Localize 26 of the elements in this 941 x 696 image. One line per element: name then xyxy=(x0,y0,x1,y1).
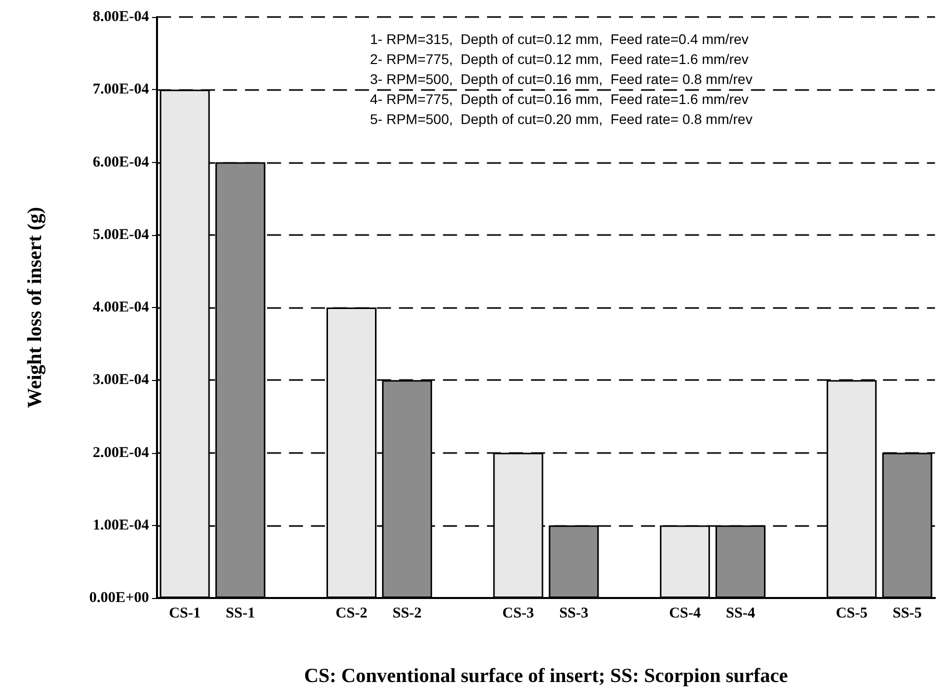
x-tick-label: SS-4 xyxy=(726,606,756,622)
x-tick-label: CS-1 xyxy=(168,606,201,622)
y-tick-label: 5.00E-04 xyxy=(92,226,150,243)
y-tick-label: 1.00E-04 xyxy=(92,517,150,534)
x-tick-label: CS-3 xyxy=(502,606,534,622)
y-axis-title: Weight loss of insert (g) xyxy=(24,206,46,408)
y-tick-label: 4.00E-04 xyxy=(92,300,150,316)
x-tick-label: CS-5 xyxy=(836,606,868,622)
y-tick-label: 0.00E+00 xyxy=(89,590,149,606)
x-tick-label: SS-3 xyxy=(559,606,588,622)
annotation: 3- RPM=500, Depth of cut=0.16 mm, Feed rate= 0.8 mm/rev xyxy=(370,71,752,87)
x-tick-label: SS-1 xyxy=(226,606,255,622)
annotation: 2- RPM=775, Depth of cut=0.12 mm, Feed rate=1.6 mm/rev xyxy=(370,51,749,67)
annotation: 4- RPM=775, Depth of cut=0.16 mm, Feed rate=1.6 mm/rev xyxy=(370,91,749,107)
x-axis-title: CS: Conventional surface of insert; SS: Scorpion surface xyxy=(304,665,788,687)
x-tick-label: CS-4 xyxy=(669,606,702,622)
y-tick-label: 7.00E-04 xyxy=(92,82,150,98)
x-tick-label: SS-2 xyxy=(392,606,422,622)
y-tick-label: 2.00E-04 xyxy=(92,444,150,461)
annotation: 5- RPM=500, Depth of cut=0.20 mm, Feed rate= 0.8 mm/rev xyxy=(370,111,752,127)
annotation: 1- RPM=315, Depth of cut=0.12 mm, Feed rate=0.4 mm/rev xyxy=(370,31,749,47)
x-tick-label: SS-5 xyxy=(892,606,922,622)
y-tick-label: 3.00E-04 xyxy=(92,372,150,388)
y-tick-label: 6.00E-04 xyxy=(92,154,150,170)
y-tick-label: 8.00E-04 xyxy=(92,9,150,25)
x-tick-label: CS-2 xyxy=(336,606,368,622)
